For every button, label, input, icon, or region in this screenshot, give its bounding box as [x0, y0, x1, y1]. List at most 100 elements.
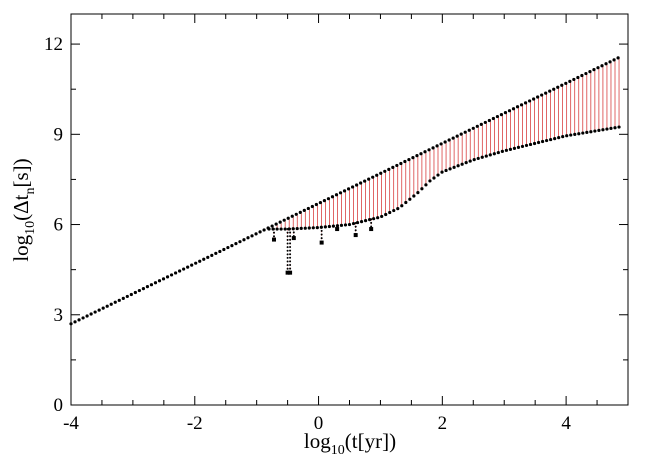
upper-point — [431, 146, 435, 150]
upper-point — [536, 95, 540, 99]
drop-point — [289, 238, 292, 241]
lower-point — [536, 140, 541, 145]
upper-point — [206, 255, 210, 259]
drop-point — [286, 264, 289, 267]
y-tick-label: 0 — [54, 395, 64, 416]
x-tick-label: -4 — [63, 413, 79, 434]
upper-point — [616, 56, 620, 60]
upper-point — [238, 240, 242, 244]
upper-point — [258, 230, 262, 234]
upper-point — [367, 177, 371, 181]
upper-point — [423, 150, 427, 154]
lower-point — [553, 136, 557, 141]
upper-point — [371, 175, 375, 179]
lower-point — [315, 226, 319, 230]
lower-point — [363, 219, 368, 223]
lower-point — [609, 126, 613, 130]
upper-point — [318, 200, 323, 205]
upper-point — [73, 320, 77, 324]
upper-point — [169, 273, 174, 277]
x-tick-label: 4 — [561, 413, 571, 434]
upper-point — [254, 232, 258, 236]
drop-point — [289, 264, 292, 267]
drop-point — [272, 235, 275, 238]
upper-point — [101, 306, 105, 310]
span-lines — [268, 57, 620, 273]
drop-point — [286, 253, 289, 256]
upper-point — [507, 109, 512, 113]
drop-point — [289, 242, 292, 245]
upper-point — [133, 290, 137, 295]
lower-point — [355, 220, 360, 225]
y-tick-label: 3 — [54, 305, 64, 326]
upper-point — [475, 124, 479, 128]
lower-point — [464, 161, 468, 165]
drop-end-point — [291, 236, 296, 241]
upper-point — [121, 296, 125, 300]
drop-point — [289, 253, 292, 256]
upper-point — [471, 126, 475, 130]
lower-point — [448, 167, 452, 171]
x-tick-label: 0 — [314, 413, 324, 434]
drop-point — [289, 267, 292, 270]
upper-point — [290, 214, 294, 218]
upper-point — [540, 93, 544, 97]
drop-point — [354, 229, 357, 232]
lower-point — [372, 217, 376, 221]
lower-point — [540, 139, 545, 144]
lower-point — [528, 142, 533, 147]
upper-point — [608, 60, 612, 64]
upper-point — [141, 287, 146, 291]
lower-point — [299, 226, 303, 230]
lower-point — [440, 170, 444, 174]
upper-point — [387, 167, 391, 171]
lower-point — [436, 173, 440, 177]
upper-point — [129, 292, 133, 297]
lower-point — [452, 165, 456, 169]
upper-point — [584, 71, 588, 76]
lower-point — [307, 226, 311, 230]
upper-point — [592, 68, 596, 72]
upper-point — [552, 87, 556, 91]
lower-point — [283, 227, 287, 231]
upper-point — [153, 281, 158, 285]
upper-point — [222, 247, 226, 252]
lower-point — [500, 149, 504, 153]
drop-point — [320, 237, 323, 240]
lower-point — [408, 197, 412, 201]
upper-point — [326, 197, 331, 201]
upper-point — [105, 304, 109, 308]
lower-point — [420, 187, 424, 191]
tick-labels: -4 -2 0 2 4 0 3 6 9 12 — [44, 34, 571, 434]
upper-point — [544, 91, 548, 95]
lower-point — [565, 134, 569, 138]
upper-point — [363, 179, 367, 183]
upper-point — [572, 77, 576, 82]
upper-point — [69, 322, 73, 326]
lower-point — [428, 179, 432, 183]
upper-point — [286, 216, 290, 220]
upper-point — [375, 173, 379, 177]
lower-point — [311, 226, 315, 230]
upper-point — [89, 312, 93, 316]
upper-point — [391, 165, 395, 169]
upper-point — [511, 107, 516, 111]
upper-point — [568, 79, 572, 83]
drop-point — [292, 227, 295, 230]
upper-point — [407, 157, 411, 162]
upper-point — [515, 105, 520, 109]
upper-point — [346, 187, 351, 191]
drop-point — [286, 246, 289, 249]
upper-point — [379, 171, 383, 175]
lower-point — [561, 135, 565, 139]
lower-point — [504, 148, 508, 152]
upper-point — [612, 58, 616, 62]
upper-point — [359, 181, 363, 185]
lower-point — [520, 144, 525, 149]
upper-point — [519, 103, 524, 107]
upper-point — [81, 316, 85, 320]
lower-point — [549, 137, 553, 142]
upper-point — [435, 144, 439, 148]
y-axis-label: log10(Δtn[s]) — [9, 158, 38, 261]
upper-point — [282, 218, 286, 222]
